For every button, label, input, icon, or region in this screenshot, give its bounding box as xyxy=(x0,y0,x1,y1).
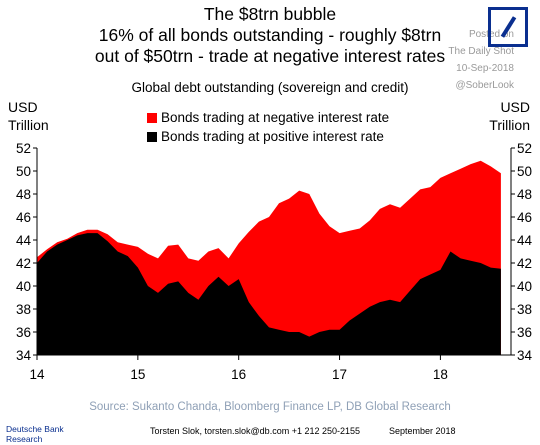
y-tick-label-right: 36 xyxy=(517,325,532,340)
y-tick-label-right: 52 xyxy=(517,141,532,156)
watermark-handle: @SoberLook xyxy=(455,80,514,91)
watermark-posted-on: Posted on xyxy=(468,29,514,40)
x-tick-label: 14 xyxy=(29,367,45,382)
y-tick-label-right: 38 xyxy=(517,302,532,317)
chart-title-line-1: The $8trn bubble xyxy=(203,4,337,24)
watermark-source: The Daily Shot xyxy=(448,46,514,57)
y-tick-label-left: 34 xyxy=(16,348,32,363)
y-tick-label-right: 50 xyxy=(517,164,532,179)
chart-title-line-2: 16% of all bonds outstanding - roughly $… xyxy=(98,25,442,45)
y-tick-label-left: 44 xyxy=(16,233,32,248)
y-tick-label-left: 50 xyxy=(16,164,31,179)
watermark-date: 10-Sep-2018 xyxy=(456,63,514,74)
y-tick-label-right: 46 xyxy=(517,210,532,225)
y-tick-label-left: 52 xyxy=(16,141,31,156)
legend-label-negative: Bonds trading at negative interest rate xyxy=(161,110,390,125)
x-tick-label: 17 xyxy=(332,367,347,382)
y-tick-label-left: 42 xyxy=(16,256,31,271)
brand-name: Deutsche Bank xyxy=(6,424,64,434)
y-tick-label-right: 42 xyxy=(517,256,532,271)
left-axis-unit-line-1: USD xyxy=(8,99,38,115)
y-tick-label-left: 38 xyxy=(16,302,31,317)
source-note: Source: Sukanto Chanda, Bloomberg Financ… xyxy=(89,401,451,413)
publication-date: September 2018 xyxy=(389,426,456,436)
right-axis-unit-line-2: Trillion xyxy=(489,117,530,133)
chart-title-line-3: out of $50trn - trade at negative intere… xyxy=(94,46,446,66)
x-tick-label: 16 xyxy=(231,367,246,382)
left-axis-unit-line-2: Trillion xyxy=(8,117,49,133)
legend-item-positive: Bonds trading at positive interest rate xyxy=(147,129,384,144)
chart-subtitle: Global debt outstanding (sovereign and c… xyxy=(131,80,409,95)
legend-swatch-positive xyxy=(147,131,157,142)
y-tick-label-left: 48 xyxy=(16,187,31,202)
deutsche-bank-logo-icon xyxy=(488,7,528,47)
positive-rate-area xyxy=(37,233,501,355)
y-tick-label-left: 36 xyxy=(16,325,31,340)
right-axis-unit-line-1: USD xyxy=(500,99,530,115)
y-tick-label-left: 46 xyxy=(16,210,31,225)
y-tick-label-right: 34 xyxy=(517,348,533,363)
y-tick-label-left: 40 xyxy=(16,279,31,294)
legend-item-negative: Bonds trading at negative interest rate xyxy=(147,110,389,125)
legend-swatch-negative xyxy=(147,112,157,123)
y-tick-label-right: 44 xyxy=(517,233,533,248)
chart-plot: 34 34 36 36 38 38 40 40 42 42 44 44 46 46 48 48 50 50 52 52… xyxy=(16,141,533,382)
brand-division: Research xyxy=(6,434,43,444)
y-tick-label-right: 40 xyxy=(517,279,532,294)
x-tick-label: 15 xyxy=(130,367,145,382)
legend-label-positive: Bonds trading at positive interest rate xyxy=(161,129,384,144)
author-contact: Torsten Slok, torsten.slok@db.com +1 212… xyxy=(150,426,361,436)
y-tick-label-right: 48 xyxy=(517,187,532,202)
x-tick-label: 18 xyxy=(433,367,448,382)
